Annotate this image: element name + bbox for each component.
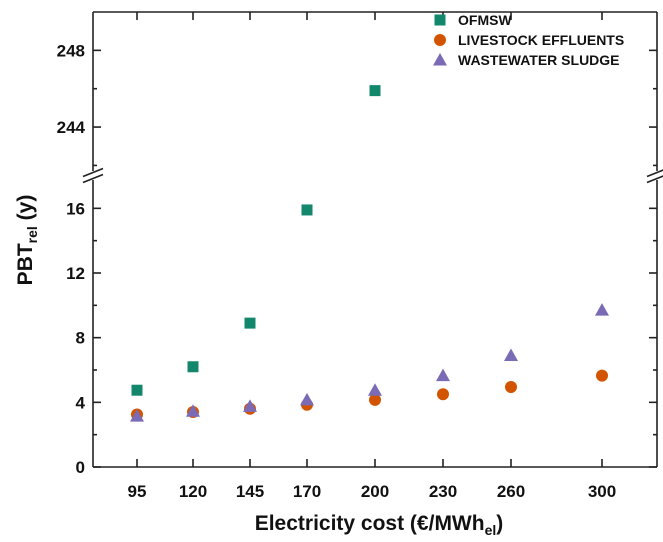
point-livestock-effluents <box>505 380 517 393</box>
tick-labels: 0 4 8 12 16 244 248 95 120 145 170 200 230 260 300 <box>57 41 617 501</box>
x-tick-label: 120 <box>179 482 207 501</box>
point-wastewater-sludge <box>186 404 200 417</box>
axis-break-slash-right <box>646 169 663 178</box>
y-tick-label: 0 <box>76 458 85 477</box>
y-tick-label: 4 <box>76 393 86 412</box>
legend-label-livestock-effluents: LIVESTOCK EFFLUENTS <box>458 32 624 48</box>
data-points <box>130 85 609 422</box>
tick-marks <box>93 12 657 468</box>
y-axis-label: PBTrel (y) <box>14 195 40 286</box>
x-tick-label: 95 <box>128 482 147 501</box>
x-axis-label: Electricity cost (€/MWhel) <box>255 512 504 538</box>
y-tick-label: 8 <box>76 329 85 348</box>
axis-break-marks <box>81 167 663 184</box>
x-tick-label: 145 <box>236 482 264 501</box>
x-tick-label: 260 <box>497 482 525 501</box>
point-wastewater-sludge <box>436 368 450 382</box>
axis-break-slash-left <box>82 173 104 184</box>
point-ofmsw <box>244 317 256 329</box>
point-livestock-effluents <box>437 388 449 401</box>
point-wastewater-sludge <box>243 399 257 412</box>
axis-break-gap-right <box>645 171 663 180</box>
point-ofmsw <box>369 85 381 97</box>
legend: OFMSW LIVESTOCK EFFLUENTS WASTEWATER SLUDG… <box>433 12 624 68</box>
y-tick-label: 16 <box>66 199 85 218</box>
axis-break-gap-left <box>81 171 105 180</box>
point-wastewater-sludge <box>595 303 609 316</box>
axis-break-slash-right <box>646 175 663 184</box>
point-livestock-effluents <box>596 369 608 382</box>
point-wastewater-sludge <box>504 348 518 361</box>
legend-marker-livestock-effluents <box>434 34 446 46</box>
legend-label-wastewater-sludge: WASTEWATER SLUDGE <box>458 52 620 68</box>
x-tick-label: 300 <box>588 482 616 501</box>
point-ofmsw <box>301 204 313 216</box>
axis-break-slash-left <box>82 167 104 178</box>
point-wastewater-sludge <box>368 383 382 396</box>
y-tick-label: 12 <box>66 264 85 283</box>
legend-marker-wastewater-sludge <box>433 53 447 66</box>
point-wastewater-sludge <box>300 392 314 406</box>
point-livestock-effluents <box>369 393 381 406</box>
point-wastewater-sludge <box>130 409 144 422</box>
x-tick-label: 200 <box>361 482 389 501</box>
legend-marker-ofmsw <box>434 14 446 26</box>
legend-label-ofmsw: OFMSW <box>458 12 512 28</box>
y-tick-label: 248 <box>57 41 85 60</box>
x-tick-label: 230 <box>429 482 457 501</box>
y-tick-label: 244 <box>57 118 86 137</box>
x-tick-label: 170 <box>293 482 321 501</box>
point-ofmsw <box>131 384 143 396</box>
point-ofmsw <box>187 361 199 373</box>
